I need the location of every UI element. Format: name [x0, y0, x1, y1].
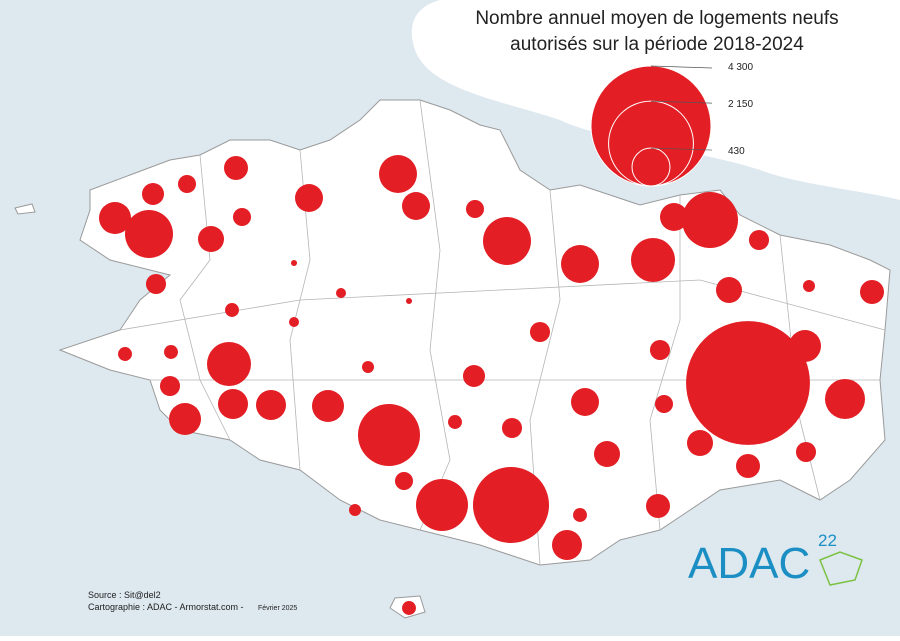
housing-circle — [715, 276, 743, 304]
housing-circle — [379, 155, 417, 193]
housing-circle — [288, 316, 300, 328]
housing-circle — [145, 273, 167, 295]
housing-circle — [217, 388, 249, 420]
housing-circle — [649, 339, 671, 361]
housing-circle — [682, 192, 738, 248]
housing-circle — [207, 342, 251, 386]
housing-circle — [335, 287, 347, 299]
housing-circle — [748, 229, 770, 251]
legend-leader — [650, 100, 713, 104]
housing-circle — [465, 199, 485, 219]
housing-circle — [311, 389, 345, 423]
housing-circle — [141, 182, 165, 206]
housing-circle — [164, 345, 178, 359]
housing-circle — [686, 321, 810, 445]
housing-circle — [593, 440, 621, 468]
logo-shape — [819, 551, 863, 586]
housing-circle — [295, 184, 323, 212]
logo-number: 22 — [818, 531, 837, 550]
housing-circle — [462, 364, 486, 388]
housing-circle — [232, 207, 252, 227]
housing-circle — [394, 471, 414, 491]
housing-circle — [349, 504, 361, 516]
housing-circle — [177, 174, 197, 194]
housing-circle — [402, 601, 416, 615]
housing-circle — [405, 297, 413, 305]
housing-circle — [472, 466, 550, 544]
housing-circle — [197, 225, 225, 253]
housing-circle — [660, 203, 688, 231]
housing-circle — [686, 429, 714, 457]
housing-circle — [224, 156, 248, 180]
housing-circle — [824, 378, 866, 420]
housing-circle — [573, 508, 587, 522]
housing-circle — [225, 303, 239, 317]
housing-circle — [402, 192, 430, 220]
housing-circle — [255, 389, 287, 421]
housing-circle — [416, 479, 468, 531]
logo: ADAC — [688, 539, 810, 588]
housing-circle — [631, 238, 675, 282]
housing-circle — [795, 441, 817, 463]
housing-circle — [98, 201, 132, 235]
title: Nombre annuel moyen de logements neufs — [475, 8, 838, 29]
housing-circle — [448, 415, 462, 429]
housing-circle — [357, 403, 421, 467]
legend-label: 430 — [728, 146, 745, 157]
housing-circle — [561, 245, 599, 283]
housing-circle — [529, 321, 551, 343]
legend-label: 2 150 — [728, 99, 753, 110]
housing-circle — [736, 454, 760, 478]
housing-circle — [290, 259, 298, 267]
housing-circle — [860, 280, 884, 304]
housing-circle — [571, 388, 599, 416]
housing-circle — [483, 217, 531, 265]
housing-circle — [118, 347, 132, 361]
housing-circle — [362, 361, 374, 373]
legend-circle — [631, 147, 671, 187]
legend-leader — [650, 65, 713, 69]
legend-label: 4 300 — [728, 62, 753, 73]
housing-circle — [125, 210, 173, 258]
housing-circle — [501, 417, 523, 439]
housing-circle — [168, 402, 202, 436]
credits: Cartographie : ADAC - Armorstat.com - — [88, 602, 244, 612]
date: Février 2025 — [258, 605, 297, 612]
island — [14, 203, 36, 215]
source: Source : Sit@del2 — [88, 590, 161, 600]
housing-circle — [551, 529, 583, 561]
housing-circle — [654, 394, 674, 414]
legend-leader — [650, 147, 713, 151]
housing-circle — [159, 375, 181, 397]
housing-circle — [646, 494, 670, 518]
title: autorisés sur la période 2018-2024 — [510, 34, 804, 55]
housing-circle — [803, 280, 815, 292]
